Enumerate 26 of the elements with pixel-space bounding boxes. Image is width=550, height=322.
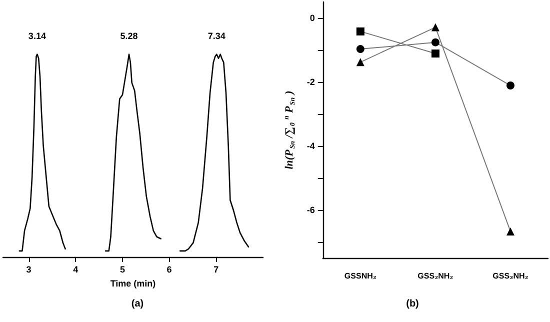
x-axis-title: Time (min) [110, 278, 156, 288]
text: 7.34 [208, 30, 226, 41]
x-tick-label: 5 [120, 264, 125, 274]
text: (b) [406, 298, 419, 310]
x-tick-label: GSSNH₂ [344, 272, 377, 280]
y-tick-label: -2 [306, 77, 315, 87]
x-tick-label: 4 [73, 264, 78, 274]
x-tick-label: 7 [214, 264, 219, 274]
point [356, 58, 364, 66]
x-tick-label: 6 [166, 264, 172, 274]
x-tick-label: GSS₂NH₂ [418, 272, 454, 280]
point [506, 82, 514, 90]
y-tick-label: -4 [306, 141, 315, 151]
text: 3.14 [28, 30, 46, 41]
text: (a) [131, 298, 144, 310]
point [431, 38, 440, 46]
point [431, 50, 440, 58]
y-tick-label: -6 [306, 205, 315, 215]
point [356, 27, 364, 36]
x-tick-label: GSS₃NH₂ [492, 272, 529, 280]
point [506, 227, 514, 236]
y-tick-label: 0 [310, 13, 315, 23]
text: 5.28 [120, 30, 138, 41]
x-tick-label: 3 [26, 264, 32, 274]
point [431, 23, 440, 32]
point [356, 45, 364, 54]
